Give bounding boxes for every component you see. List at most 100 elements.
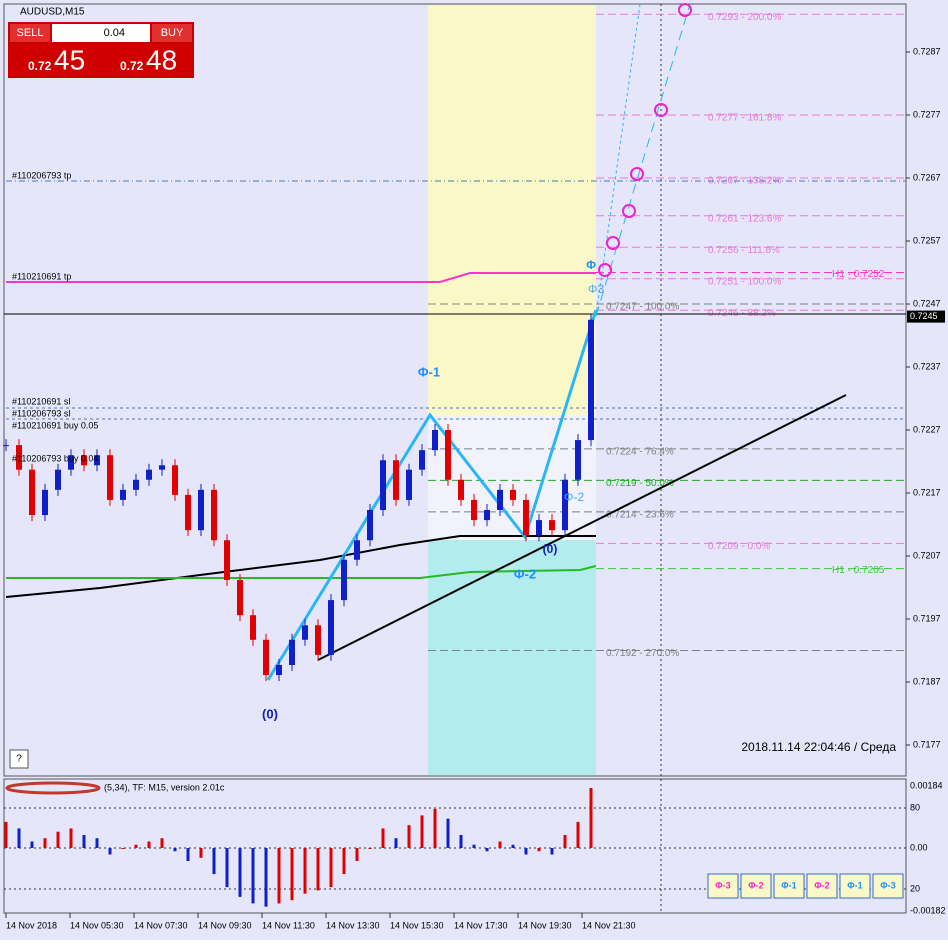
order-label: #110206793 buy 0.04 <box>12 453 98 463</box>
wave-button[interactable] <box>773 873 805 899</box>
histogram-bar <box>576 821 580 848</box>
candle <box>198 489 204 531</box>
fib-label: 0.7247 - 100.0% <box>606 302 679 313</box>
histogram-bar <box>95 838 99 848</box>
ask-box[interactable] <box>102 44 192 76</box>
indicator-axis-label: 0.00 <box>910 842 928 852</box>
wave-label: Φ <box>586 258 596 272</box>
target-circle <box>598 263 612 277</box>
wave-button[interactable] <box>740 873 772 899</box>
candle <box>263 639 269 676</box>
wave-button[interactable] <box>806 873 838 899</box>
fib-label: 0.7251 - 100.0% <box>708 276 781 287</box>
order-label: #110210691 tp <box>12 271 71 281</box>
time-label: 14 Nov 05:30 <box>70 920 124 930</box>
histogram-bar <box>368 848 372 849</box>
target-circle <box>678 3 692 17</box>
histogram-bar <box>433 808 437 848</box>
histogram-bar <box>563 834 567 848</box>
price-label: 0.7207 <box>913 550 941 560</box>
histogram-bar <box>147 841 151 848</box>
buy-button[interactable] <box>152 24 192 42</box>
indicator-axis-label: 20 <box>910 883 920 893</box>
histogram-bar <box>212 848 216 875</box>
candle <box>484 510 490 521</box>
h1-label: H1 - 0.7205 <box>832 565 885 576</box>
candle <box>315 625 321 655</box>
histogram-bar <box>199 848 203 858</box>
wave-line <box>266 309 598 681</box>
histogram-bar <box>550 848 554 855</box>
wave-button[interactable] <box>839 873 871 899</box>
bid-box[interactable] <box>10 44 100 76</box>
histogram-bar <box>342 848 346 875</box>
projection-line <box>595 3 641 317</box>
candle <box>367 510 373 541</box>
candle <box>588 319 594 441</box>
histogram-bar <box>186 848 190 862</box>
target-circle <box>622 204 636 218</box>
lot-input[interactable] <box>52 24 150 42</box>
candle <box>68 455 74 470</box>
wave-label: Φ3 <box>588 282 605 296</box>
wave-button[interactable] <box>872 873 904 899</box>
trade-panel: SELL 0.04 BUY 0.72 45 0.72 48 <box>8 22 194 78</box>
histogram-bar <box>17 828 21 848</box>
histogram-bar <box>4 821 8 848</box>
candle <box>536 520 542 536</box>
ask-prefix: 0.72 <box>120 59 144 73</box>
time-label: 14 Nov 13:30 <box>326 920 380 930</box>
candle <box>120 489 126 500</box>
fib-label: 0.7224 - 76.4% <box>606 447 674 458</box>
indicator-axis-label: -0.00182 <box>910 905 946 915</box>
trend-line <box>317 394 847 661</box>
current-price: 0.7245 <box>910 311 938 321</box>
candle <box>250 615 256 640</box>
price-label: 0.7287 <box>913 46 941 56</box>
histogram-bar <box>56 831 60 848</box>
indicator-title: (5,34), TF: M15, version 2.01c <box>104 782 225 792</box>
candle <box>575 440 581 480</box>
histogram-bar <box>524 848 528 855</box>
order-label: #110210691 buy 0.05 <box>12 420 98 430</box>
target-circle <box>654 103 668 117</box>
order-label: #110206793 tp <box>12 170 71 180</box>
bid-big: 45 <box>54 44 85 75</box>
histogram-bar <box>394 838 398 848</box>
candle <box>146 469 152 480</box>
wave-button[interactable] <box>707 873 739 899</box>
candle <box>94 455 100 466</box>
histogram-bar <box>134 844 138 848</box>
candle <box>354 540 360 560</box>
candle <box>211 489 217 541</box>
time-label: 14 Nov 07:30 <box>134 920 188 930</box>
order-label: #110210691 sl <box>12 396 70 406</box>
histogram-bar <box>316 848 320 891</box>
histogram-bar <box>290 848 294 901</box>
histogram-bar <box>160 838 164 848</box>
fib-label: 0.7267 - 138.2% <box>708 176 781 187</box>
fib-zone-upper <box>428 5 596 415</box>
highlight-ellipse <box>5 781 101 795</box>
candle <box>380 460 386 511</box>
fib-label: 0.7293 - 200.0% <box>708 12 781 23</box>
sell-button[interactable] <box>10 24 50 42</box>
candle <box>523 499 529 536</box>
lot-value: 0.04 <box>104 27 125 39</box>
histogram-bar <box>329 848 333 888</box>
candle <box>432 430 438 451</box>
histogram-bar <box>537 848 541 852</box>
candle <box>419 450 425 470</box>
candle <box>549 520 555 531</box>
fib-zone-lower <box>428 540 596 775</box>
histogram-bar <box>251 848 255 904</box>
time-label: 14 Nov 19:30 <box>518 920 572 930</box>
wave-button-label: Φ-1 <box>847 880 862 890</box>
candle <box>107 455 113 500</box>
wave-button-label: Φ-3 <box>880 880 895 890</box>
help-button[interactable] <box>9 749 29 769</box>
fib-label: 0.7192 - 270.0% <box>606 648 679 659</box>
help-label: ? <box>16 754 22 765</box>
candle <box>3 445 9 447</box>
